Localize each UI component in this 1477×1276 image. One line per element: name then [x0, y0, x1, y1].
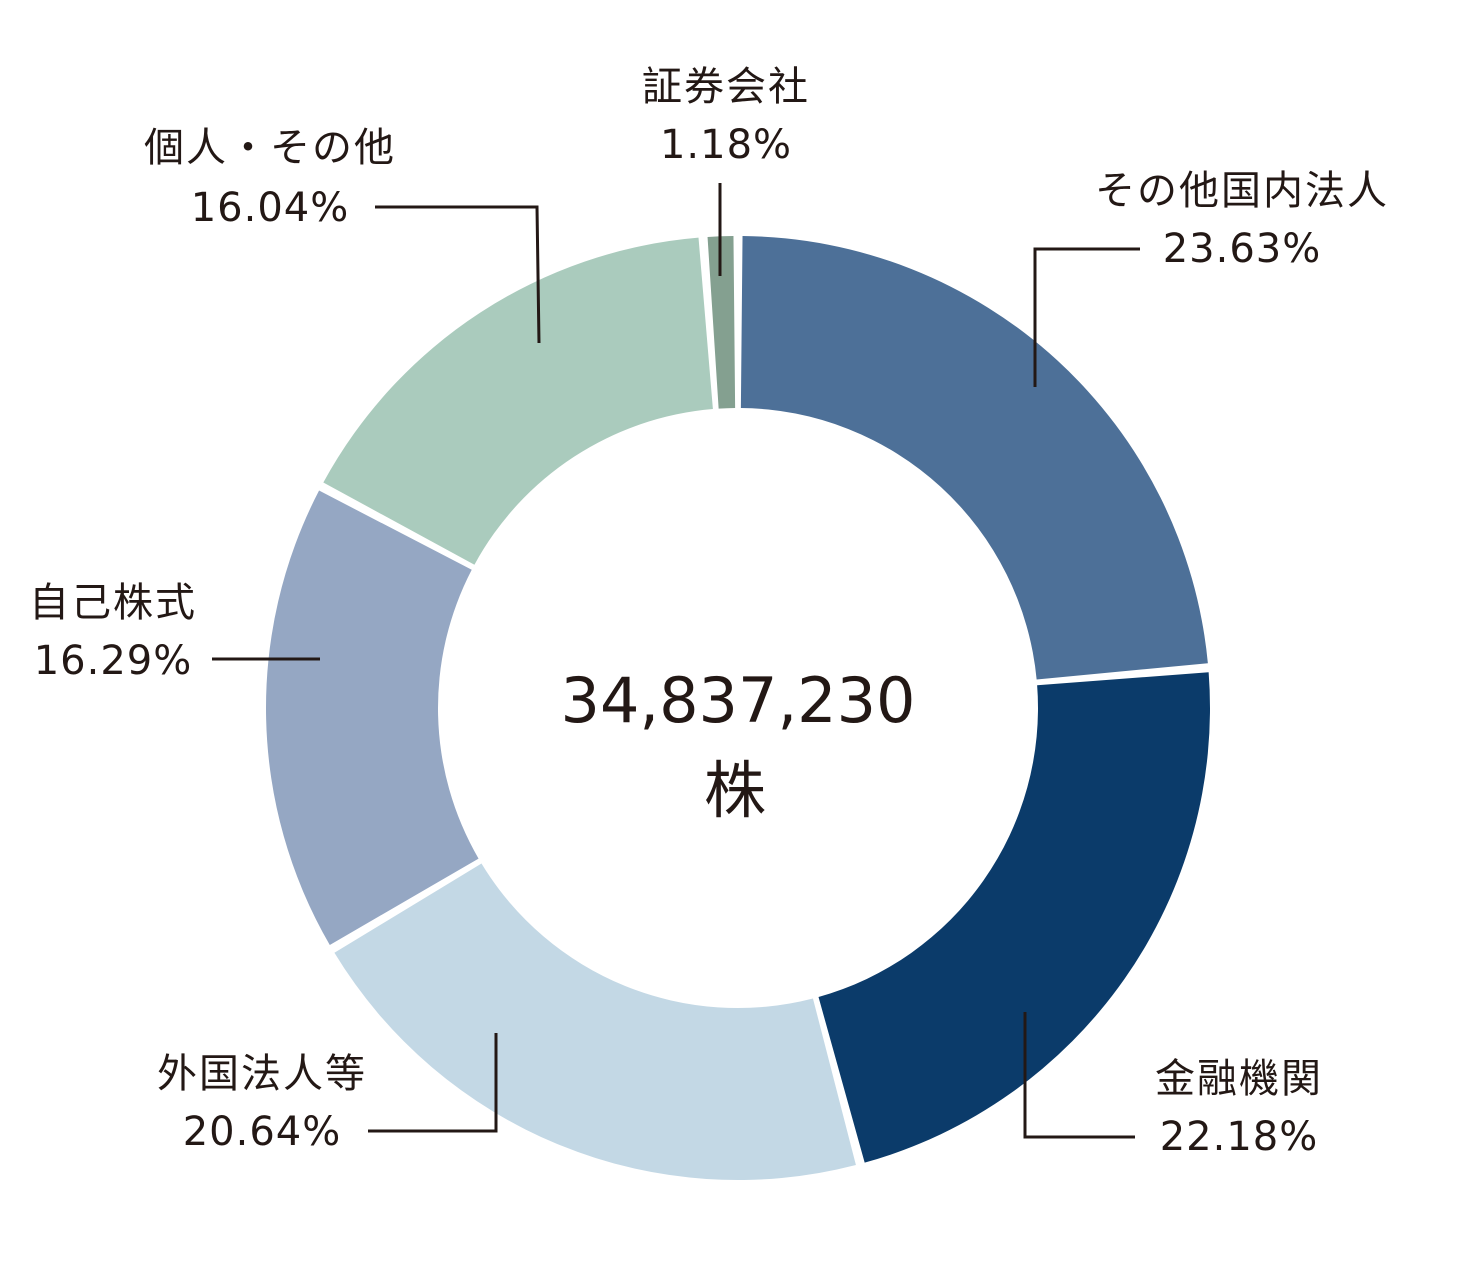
slice-labels: その他国内法人 23.63% 金融機関 22.18% 外国法人等 20.64% 自己株式 16…	[29, 64, 1389, 1160]
leader-line-other-domestic-corp	[1033, 247, 1140, 387]
center-unit: 株	[704, 754, 766, 827]
slice-other-domestic-corp	[740, 236, 1208, 680]
slice-label-other-domestic-corp: その他国内法人	[1095, 168, 1389, 214]
leader-lines	[212, 183, 1140, 1139]
slice-value-securities-firms: 1.18%	[660, 122, 792, 168]
slice-value-other-domestic-corp: 23.63%	[1163, 226, 1322, 272]
leader-line-individuals-other	[375, 205, 541, 344]
slice-value-individuals-other: 16.04%	[191, 185, 350, 231]
slice-foreign-corp	[334, 863, 856, 1180]
slice-financial-institutions	[818, 672, 1210, 1163]
slice-value-financial-institutions: 22.18%	[1160, 1114, 1319, 1160]
slice-treasury-stock	[265, 490, 479, 945]
slice-individuals-other	[323, 237, 713, 565]
slice-value-treasury-stock: 16.29%	[34, 638, 193, 684]
leader-line-financial-institutions	[1023, 1012, 1135, 1139]
center-total: 34,837,230	[561, 664, 916, 737]
slice-label-foreign-corp: 外国法人等	[157, 1051, 367, 1097]
slice-label-financial-institutions: 金融機関	[1155, 1056, 1323, 1102]
slice-securities-firms	[707, 236, 736, 409]
slice-label-treasury-stock: 自己株式	[29, 580, 197, 626]
donut-slices	[265, 236, 1210, 1180]
slice-label-individuals-other: 個人・その他	[144, 125, 396, 171]
leader-line-foreign-corp	[368, 1033, 498, 1133]
slice-value-foreign-corp: 20.64%	[183, 1109, 342, 1155]
slice-label-securities-firms: 証券会社	[642, 64, 810, 110]
